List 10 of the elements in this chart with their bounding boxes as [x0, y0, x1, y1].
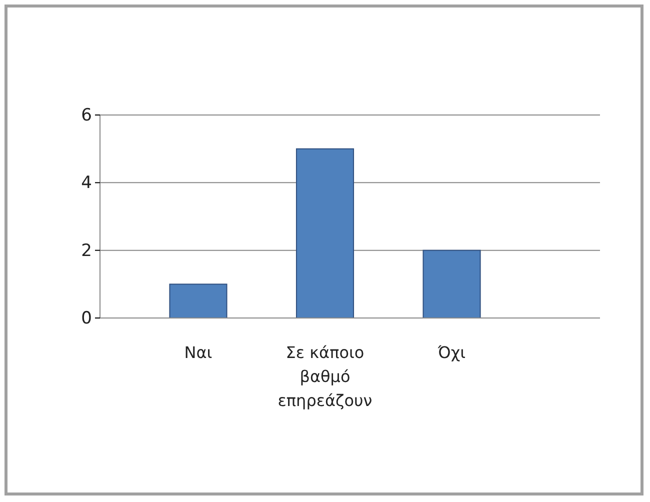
y-tick-label: 4: [81, 173, 92, 194]
y-tick-label: 0: [81, 308, 92, 328]
y-tick-label: 6: [81, 105, 92, 126]
x-tick-label: Ναι: [184, 343, 212, 362]
y-tick-label: 2: [81, 240, 92, 261]
bar: [169, 284, 228, 318]
x-tick-label: Όχι: [436, 343, 466, 362]
bar: [296, 148, 354, 318]
bar: [422, 250, 481, 318]
x-tick-label: Σε κάποιο βαθμό επηρεάζουν: [278, 343, 372, 410]
